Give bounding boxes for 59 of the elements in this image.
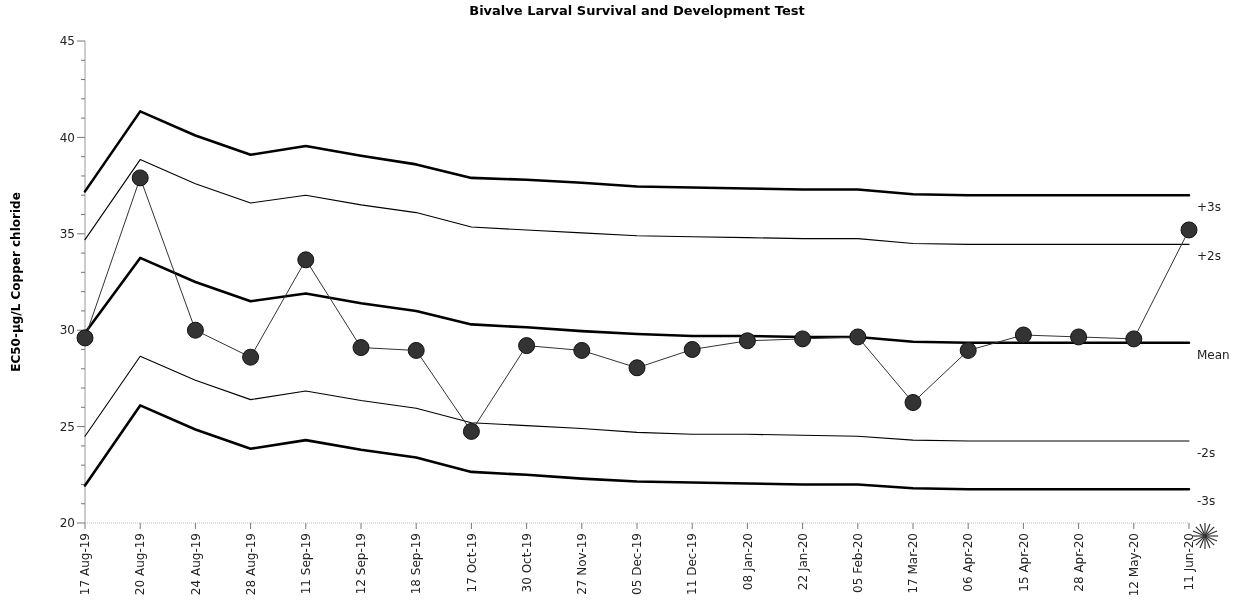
x-tick-label: 11 Sep-19 bbox=[299, 533, 313, 595]
point bbox=[1180, 221, 1198, 239]
point bbox=[794, 330, 812, 348]
x-tick-label: 20 Aug-19 bbox=[133, 533, 148, 596]
x-tick-label: 08 Jan-20 bbox=[740, 533, 755, 591]
point bbox=[683, 340, 701, 358]
y-axis-title: EC50-µg/L Copper chloride bbox=[9, 192, 23, 372]
x-tick-label: 12 Sep-19 bbox=[354, 533, 369, 595]
x-tick-label: 11 Jun-20 bbox=[1182, 533, 1197, 591]
y-tick-label: 30 bbox=[59, 323, 75, 338]
series-label: -2s bbox=[1197, 446, 1216, 461]
point bbox=[76, 329, 94, 347]
x-tick-label: 17 Mar-20 bbox=[906, 533, 921, 594]
series-label: -3s bbox=[1197, 494, 1216, 509]
line-series bbox=[84, 159, 1190, 245]
point bbox=[462, 422, 480, 440]
x-tick-label: 17 Oct-19 bbox=[464, 533, 479, 593]
point bbox=[849, 328, 867, 346]
point bbox=[131, 169, 149, 187]
point bbox=[297, 251, 315, 269]
x-tick-label: 27 Nov-19 bbox=[575, 533, 589, 595]
x-tick-label: 28 Aug-19 bbox=[243, 533, 258, 596]
line-series bbox=[84, 355, 1190, 442]
chart-title: Bivalve Larval Survival and Development Test bbox=[469, 3, 805, 18]
x-tick-label: 11 Dec-19 bbox=[685, 533, 700, 595]
x-tick-label: 12 May-20 bbox=[1127, 533, 1141, 597]
x-tick-label: 15 Apr-20 bbox=[1016, 533, 1031, 592]
x-tick-label: 28 Apr-20 bbox=[1071, 533, 1086, 592]
x-tick-label: 05 Feb-20 bbox=[851, 533, 865, 593]
y-tick-label: 35 bbox=[59, 227, 75, 241]
point bbox=[518, 337, 536, 355]
series-label: +2s bbox=[1197, 249, 1221, 264]
point bbox=[352, 339, 370, 357]
y-tick-label: 45 bbox=[59, 34, 75, 49]
point bbox=[242, 348, 260, 366]
point bbox=[1014, 326, 1032, 344]
x-tick-label: 24 Aug-19 bbox=[188, 533, 203, 596]
x-tick-label: 30 Oct-19 bbox=[519, 533, 534, 593]
line-series bbox=[83, 110, 1191, 197]
point bbox=[738, 332, 756, 350]
point bbox=[407, 341, 425, 359]
x-tick-label: 18 Sep-19 bbox=[409, 533, 424, 595]
point bbox=[1125, 330, 1143, 348]
x-tick-label: 22 Jan-20 bbox=[795, 533, 810, 591]
point bbox=[1070, 328, 1088, 346]
point bbox=[959, 341, 977, 359]
y-tick-label: 25 bbox=[59, 419, 75, 434]
point bbox=[904, 394, 922, 411]
point bbox=[186, 321, 204, 339]
x-tick-label: 06 Apr-20 bbox=[961, 533, 976, 592]
point bbox=[573, 341, 591, 359]
point bbox=[628, 359, 646, 377]
y-tick-label: 20 bbox=[59, 516, 75, 531]
y-tick-label: 40 bbox=[59, 130, 75, 145]
series-label: Mean bbox=[1197, 347, 1230, 362]
line-series bbox=[83, 404, 1191, 491]
series-label: +3s bbox=[1197, 200, 1221, 215]
x-tick-label: 17 Aug-19 bbox=[78, 533, 93, 596]
x-tick-label: 05 Dec-19 bbox=[630, 533, 645, 595]
